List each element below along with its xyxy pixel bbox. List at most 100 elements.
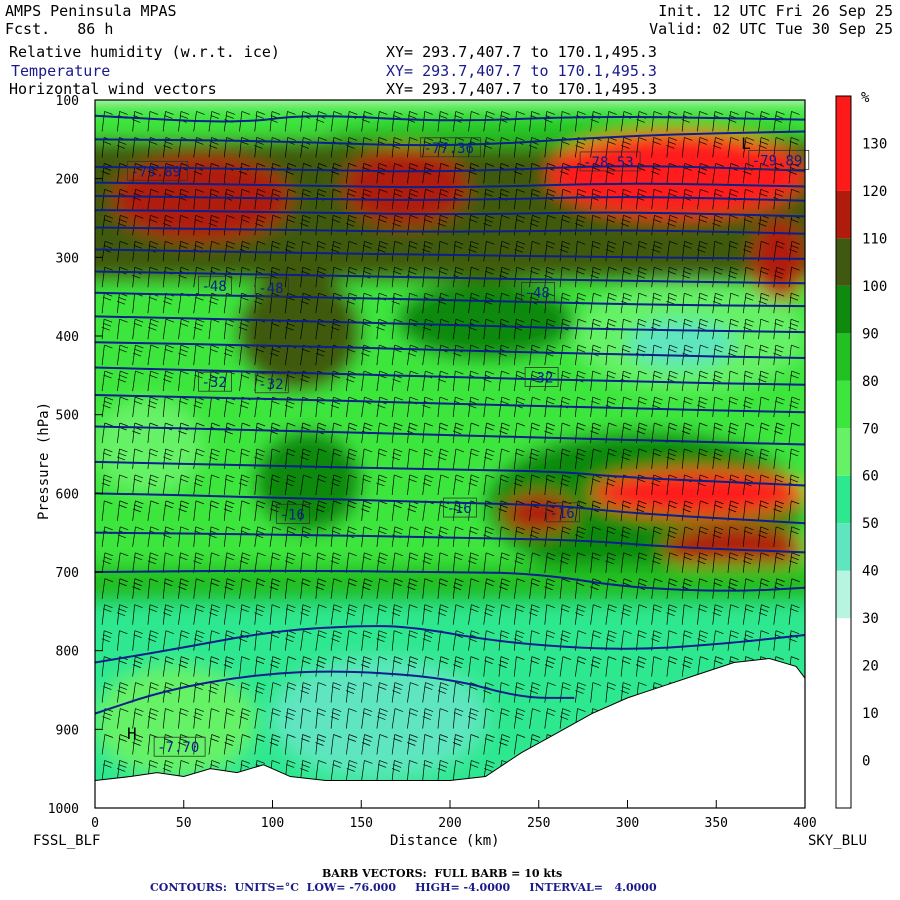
wind-barb [605,214,617,236]
contour-note: CONTOURS: UNITS=°C LOW= -76.000 HIGH= -4… [150,881,657,894]
wind-barb [223,189,235,210]
wind-barb [101,760,113,781]
wind-barb [407,760,418,781]
wind-barb [483,266,495,288]
wind-barb [483,240,495,262]
wind-barb [437,578,449,599]
isotherm-line [95,209,805,218]
wind-barb [391,396,404,418]
wind-barb [300,708,311,729]
isotherm-line [95,291,805,308]
wind-barb [681,396,693,418]
wind-barb [727,526,739,547]
terrain [95,658,805,808]
wind-barb [239,682,251,703]
wind-barb [788,137,800,158]
y-tick-label: 300 [56,251,79,266]
wind-barb [651,266,663,288]
wind-barb [529,526,541,547]
wind-barb [544,422,556,444]
isotherm-label: -78.53 [583,155,634,171]
wind-barb [361,448,373,469]
wind-barb [391,474,403,495]
colorbar-band [836,96,851,191]
wind-barb [788,526,800,547]
wind-barb [666,266,678,288]
wind-barb [330,474,342,495]
wind-barb [559,578,571,599]
wind-barb [712,578,723,599]
wind-barb [681,422,693,444]
wind-barb [208,163,220,184]
wind-barb [422,422,433,444]
wind-barb [254,682,266,703]
wind-barb [651,656,662,677]
wind-barb [697,604,708,625]
wind-barb [437,318,449,340]
wind-barb [269,708,281,729]
wind-barb [788,500,800,521]
wind-barb [117,214,129,236]
isotherm-label: -75.89 [131,164,182,180]
wind-barb [132,500,144,521]
wind-barb [208,500,220,521]
wind-barb [101,604,113,625]
wind-barb [361,500,372,521]
wind-barb [559,630,571,651]
colorbar-band [836,523,851,571]
wind-barb [574,682,587,703]
wind-barb [315,578,327,599]
wind-barb [376,552,388,573]
wind-barb [574,448,586,469]
wind-barb [727,604,739,625]
wind-barb [697,189,709,210]
wind-barb [513,604,525,625]
wind-barb [498,474,510,495]
wind-barb [697,137,709,158]
wind-barb [544,448,555,469]
wind-barb [101,448,113,469]
wind-barb [651,396,663,418]
wind-barb [544,604,555,625]
wind-barb [376,630,388,651]
wind-barb [132,656,144,677]
isotherm-label-box [546,502,580,523]
wind-barb [651,214,663,236]
wind-barb [498,552,510,573]
wind-barb [620,552,632,573]
wind-barb [178,448,190,469]
wind-barb [758,292,770,314]
wind-barb [529,682,541,703]
field-name-wind: Horizontal wind vectors [9,80,217,98]
wind-barb [468,708,479,729]
wind-barb [559,500,572,521]
wind-barb [727,474,739,495]
wind-barb [758,266,770,288]
wind-barb [193,500,205,521]
wind-barb [391,630,403,651]
wind-barb [117,552,129,573]
wind-barb [590,526,601,547]
wind-barb [712,474,724,495]
wind-barb [178,656,190,677]
wind-barb [147,370,159,392]
wind-barb [132,474,144,495]
isotherm-label: -7.70 [157,740,199,756]
wind-barb [758,604,770,625]
wind-barb [147,344,159,366]
wind-barb [223,656,235,677]
isotherm-line [95,315,805,334]
wind-barb [117,708,129,729]
wind-barb [361,240,373,262]
wind-barb [300,240,311,262]
wind-barb [101,396,114,418]
wind-barb [437,552,449,573]
wind-barb [513,526,525,547]
wind-barb [391,578,403,599]
wind-barb [254,500,266,521]
wind-barb [544,318,556,340]
wind-barb [300,422,311,444]
wind-barb [483,422,495,444]
wind-barb [178,189,189,210]
wind-barb [620,656,632,677]
